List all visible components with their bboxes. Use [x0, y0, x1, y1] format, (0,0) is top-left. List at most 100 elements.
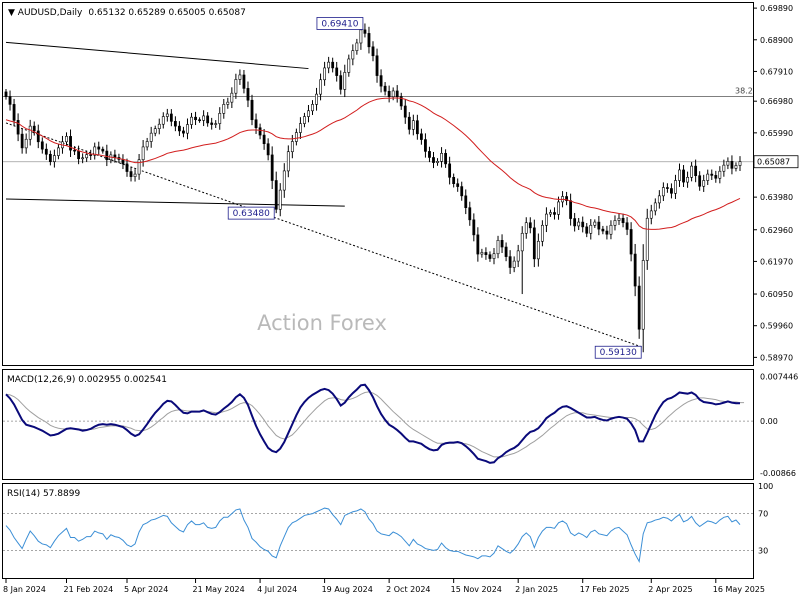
candle: [419, 128, 423, 145]
candle-body: [190, 116, 193, 125]
candle: [690, 162, 694, 182]
candle: [178, 121, 181, 136]
candle: [182, 126, 185, 138]
candle-body: [161, 116, 165, 125]
macd-panel-frame: [2, 369, 754, 480]
candle-body: [415, 120, 419, 135]
candle-body: [242, 74, 246, 89]
candle: [331, 57, 335, 73]
price-tick-label: 0.61970: [760, 257, 793, 266]
candle-body: [274, 180, 278, 210]
candle: [157, 118, 161, 135]
candle: [468, 201, 472, 226]
candle-body: [645, 217, 649, 261]
candle-body: [210, 122, 214, 125]
candle: [536, 233, 540, 267]
candle: [335, 61, 339, 82]
candle-body: [666, 187, 669, 189]
candle-body: [710, 173, 714, 176]
candle-body: [581, 221, 585, 228]
candle: [722, 159, 726, 177]
candle-body: [303, 116, 306, 124]
price-tick-label: 0.69890: [760, 4, 793, 13]
candle-body: [730, 161, 734, 169]
candle-body: [601, 228, 605, 232]
time-tick-label: 2 Jan 2025: [515, 585, 558, 594]
candle-body: [492, 253, 496, 259]
candle-body: [182, 130, 185, 134]
candle: [48, 150, 52, 166]
candle-body: [504, 246, 508, 257]
candle: [153, 125, 157, 137]
candle: [36, 124, 40, 149]
candle-body: [496, 240, 500, 255]
candle-body: [476, 234, 480, 255]
moving-average-line: [5, 97, 741, 230]
candle-body: [218, 113, 222, 124]
candle: [133, 169, 137, 182]
candle: [266, 138, 270, 161]
candle-body: [536, 240, 540, 260]
candle: [476, 227, 480, 262]
candle-body: [97, 146, 101, 150]
candle: [694, 159, 698, 183]
candle-body: [85, 154, 89, 159]
rsi-tick-label: 30: [758, 546, 768, 555]
candle: [734, 162, 738, 172]
symbol-label: AUDUSD,Daily: [18, 8, 83, 18]
time-tick-label: 21 Feb 2024: [63, 585, 113, 594]
candle: [375, 48, 379, 83]
candle: [355, 38, 359, 55]
candle-body: [411, 120, 415, 130]
candle: [387, 85, 391, 103]
candle-body: [311, 104, 314, 112]
candle-body: [73, 149, 76, 152]
time-tick-label: 2 Apr 2025: [648, 585, 692, 594]
candle: [557, 196, 560, 220]
candle: [101, 146, 105, 154]
price-tick-label: 0.67910: [760, 67, 793, 76]
candle-body: [77, 150, 80, 160]
candle: [460, 181, 464, 201]
candle: [508, 250, 512, 274]
upper-channel-line: [5, 41, 309, 70]
candle: [492, 248, 496, 265]
candle-body: [488, 254, 492, 259]
time-tick-label: 2 Oct 2024: [386, 585, 430, 594]
candle: [670, 183, 673, 199]
candle-body: [206, 115, 210, 124]
candle: [258, 123, 262, 140]
candle-body: [500, 240, 504, 248]
price-tick-label: 0.59960: [760, 322, 793, 331]
candle: [424, 133, 427, 158]
candle: [411, 114, 415, 136]
candle: [230, 87, 234, 109]
candle-body: [52, 155, 56, 162]
candle-body: [403, 105, 407, 118]
candle-body: [605, 230, 609, 235]
candle-body: [399, 96, 403, 107]
time-tick-label: 19 Aug 2024: [322, 585, 373, 594]
candle: [145, 137, 149, 151]
candle: [270, 146, 274, 190]
candle-body: [294, 132, 298, 142]
candle-body: [153, 128, 157, 134]
candle: [399, 92, 403, 110]
candle-body: [670, 188, 673, 194]
candle: [581, 216, 585, 233]
candle: [12, 98, 16, 126]
macd-tick-label: 0.007446: [760, 373, 798, 382]
time-tick-label: 4 Jul 2024: [257, 585, 297, 594]
candle: [327, 56, 331, 74]
candle-body: [549, 212, 552, 215]
candle: [69, 129, 72, 157]
candle-body: [375, 55, 379, 76]
time-tick-label: 16 May 2025: [713, 585, 765, 594]
candle: [714, 170, 718, 183]
candle-body: [734, 165, 738, 169]
candle: [93, 142, 97, 160]
candle-body: [391, 90, 395, 98]
candle-body: [540, 224, 544, 242]
candle-body: [101, 148, 105, 152]
candle-body: [319, 79, 322, 95]
